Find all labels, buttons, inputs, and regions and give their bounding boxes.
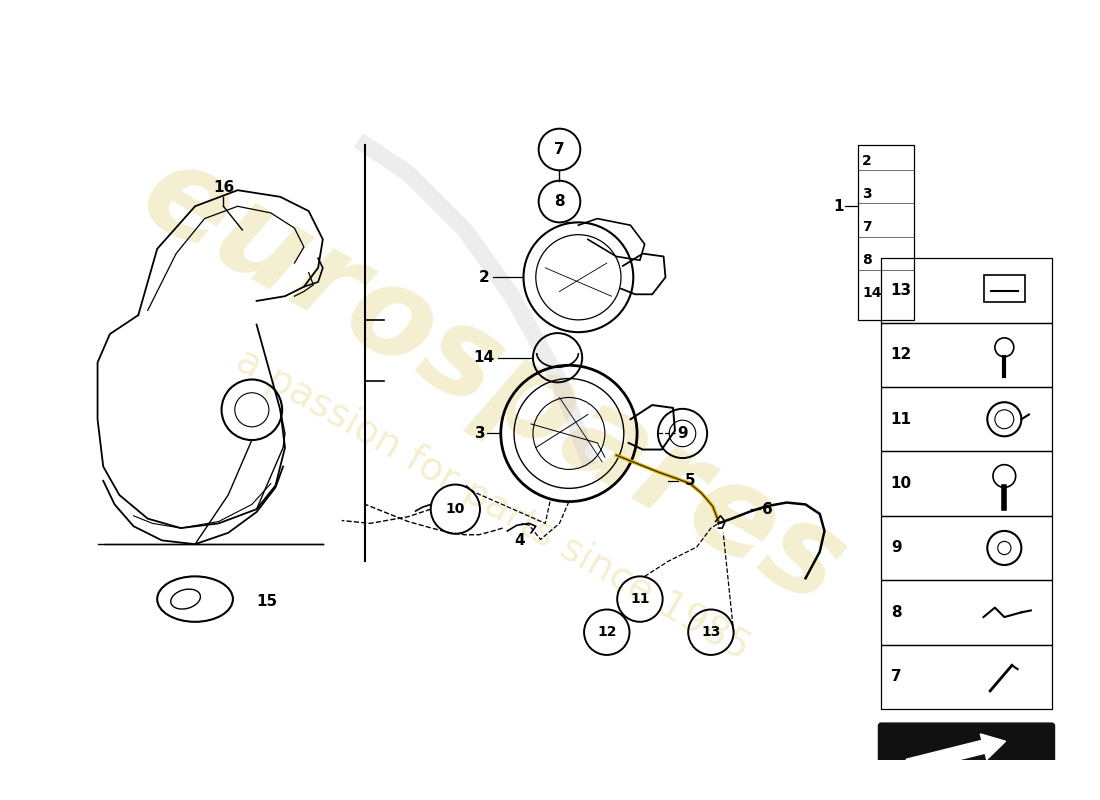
- Text: 8: 8: [862, 254, 872, 267]
- Text: 809 02: 809 02: [930, 785, 1003, 800]
- Text: 13: 13: [701, 626, 721, 639]
- Text: 3: 3: [862, 187, 872, 201]
- Text: 14: 14: [473, 350, 494, 366]
- Text: 7: 7: [862, 220, 872, 234]
- Text: 10: 10: [446, 502, 465, 516]
- Text: 11: 11: [891, 412, 912, 426]
- Text: 13: 13: [891, 283, 912, 298]
- Text: 2: 2: [862, 154, 872, 168]
- Text: 1: 1: [834, 198, 844, 214]
- Text: 3: 3: [474, 426, 485, 441]
- Text: 4: 4: [515, 533, 525, 548]
- Text: 6: 6: [762, 502, 773, 517]
- Text: 12: 12: [891, 347, 912, 362]
- Text: a passion for parts since 1985: a passion for parts since 1985: [230, 342, 757, 668]
- Text: 9: 9: [891, 541, 901, 555]
- Text: 10: 10: [891, 476, 912, 491]
- Text: 8: 8: [891, 605, 901, 620]
- Text: 15: 15: [256, 594, 277, 610]
- Text: 5: 5: [685, 474, 695, 488]
- Text: 11: 11: [630, 592, 650, 606]
- FancyArrow shape: [906, 734, 1005, 772]
- Text: 7: 7: [554, 142, 564, 157]
- Text: 16: 16: [212, 180, 234, 195]
- Text: 14: 14: [862, 286, 882, 300]
- Text: 9: 9: [678, 426, 688, 441]
- Text: eurospares: eurospares: [121, 131, 866, 631]
- Text: 8: 8: [554, 194, 564, 209]
- FancyBboxPatch shape: [879, 723, 1055, 800]
- Text: 12: 12: [597, 626, 616, 639]
- Text: 2: 2: [478, 270, 490, 285]
- Text: 7: 7: [891, 670, 901, 684]
